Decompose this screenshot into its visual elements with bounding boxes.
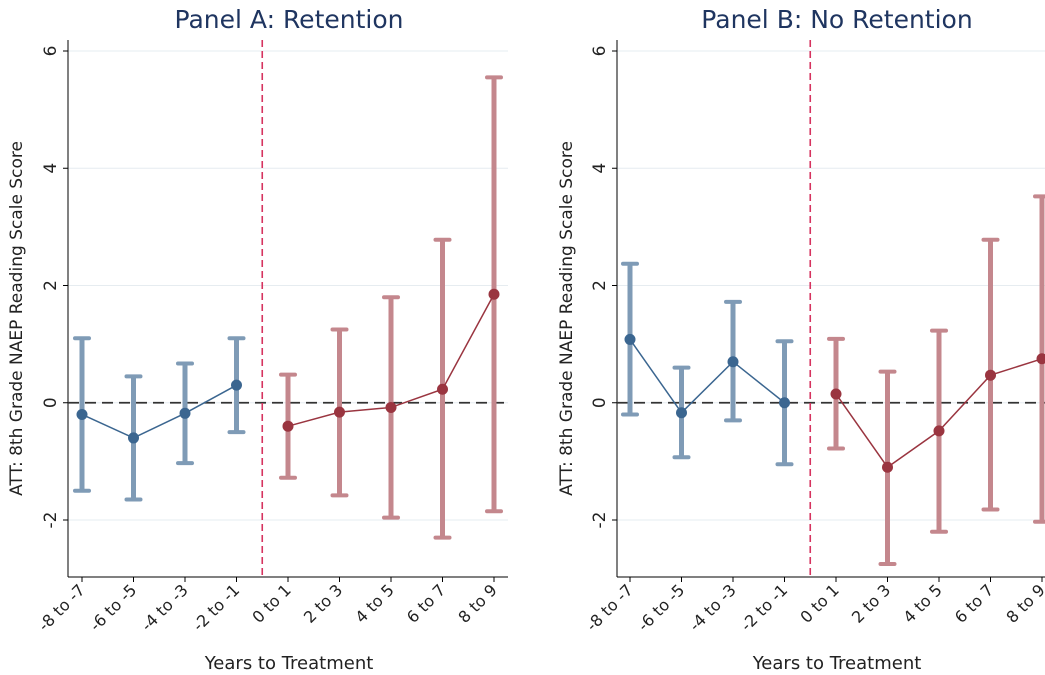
estimate-point	[385, 401, 397, 413]
y-tick-label: 4	[590, 163, 610, 174]
estimate-point	[488, 288, 500, 300]
y-tick-label: -2	[41, 512, 61, 529]
y-tick-label: 2	[590, 280, 610, 291]
y-tick-label: 4	[41, 163, 61, 174]
estimate-point	[76, 408, 88, 420]
estimate-point	[624, 333, 636, 345]
x-tick-label: -8 to -7	[34, 580, 89, 635]
y-axis-label: ATT: 8th Grade NAEP Reading Scale Score	[7, 141, 27, 496]
estimate-point	[676, 407, 687, 419]
x-tick-label: -2 to -1	[189, 580, 244, 635]
x-tick-label: -6 to -5	[86, 580, 141, 635]
estimate-point	[179, 407, 191, 419]
panel-title: Panel A: Retention	[175, 5, 404, 34]
x-tick-label: 0 to 1	[248, 580, 294, 626]
y-tick-label: 6	[590, 46, 610, 57]
estimate-point	[437, 383, 448, 395]
estimate-point	[779, 397, 790, 409]
x-axis-label: Years to Treatment	[204, 653, 374, 674]
x-tick-label: -4 to -3	[685, 580, 740, 635]
estimate-point	[231, 379, 242, 391]
estimate-point	[334, 406, 345, 418]
estimate-line	[629, 339, 785, 414]
estimate-point	[727, 356, 739, 368]
x-tick-label: 2 to 3	[848, 580, 894, 626]
x-tick-label: 6 to 7	[951, 580, 997, 626]
y-tick-label: 6	[41, 46, 61, 57]
y-tick-label: 0	[41, 397, 61, 408]
estimate-point	[830, 388, 842, 400]
x-tick-label: 4 to 5	[351, 580, 397, 626]
estimate-point	[282, 420, 294, 432]
panel-a: -2 0 2 4 6 -8 to -7-6 to -5-4 to -3-2 to -1 0 …	[7, 5, 508, 674]
estimate-point	[1036, 353, 1045, 365]
x-tick-label: -4 to -3	[137, 580, 192, 635]
y-tick-label: 2	[41, 280, 61, 291]
estimate-point	[882, 461, 893, 473]
x-axis-label: Years to Treatment	[752, 653, 922, 674]
x-tick-label: 8 to 9	[1002, 580, 1045, 626]
x-tick-label: 4 to 5	[899, 580, 945, 626]
y-axis-label: ATT: 8th Grade NAEP Reading Scale Score	[557, 141, 577, 496]
x-tick-label: 8 to 9	[454, 580, 500, 626]
estimate-line	[81, 384, 237, 439]
estimate-point	[933, 425, 945, 437]
estimate-point	[985, 369, 996, 381]
x-tick-label: 2 to 3	[300, 580, 346, 626]
y-tick-label: -2	[590, 512, 610, 529]
panel-b: -2 0 2 4 6 -8 to -7-6 to -5-4 to -3-2 to -1 0 …	[557, 5, 1045, 674]
x-tick-label: -2 to -1	[737, 580, 792, 635]
x-tick-label: -8 to -7	[582, 580, 637, 635]
y-tick-label: 0	[590, 397, 610, 408]
x-tick-label: 0 to 1	[796, 580, 842, 626]
panel-title: Panel B: No Retention	[701, 5, 972, 34]
estimate-point	[128, 432, 139, 444]
x-tick-label: -6 to -5	[634, 580, 689, 635]
x-tick-label: 6 to 7	[403, 580, 449, 626]
